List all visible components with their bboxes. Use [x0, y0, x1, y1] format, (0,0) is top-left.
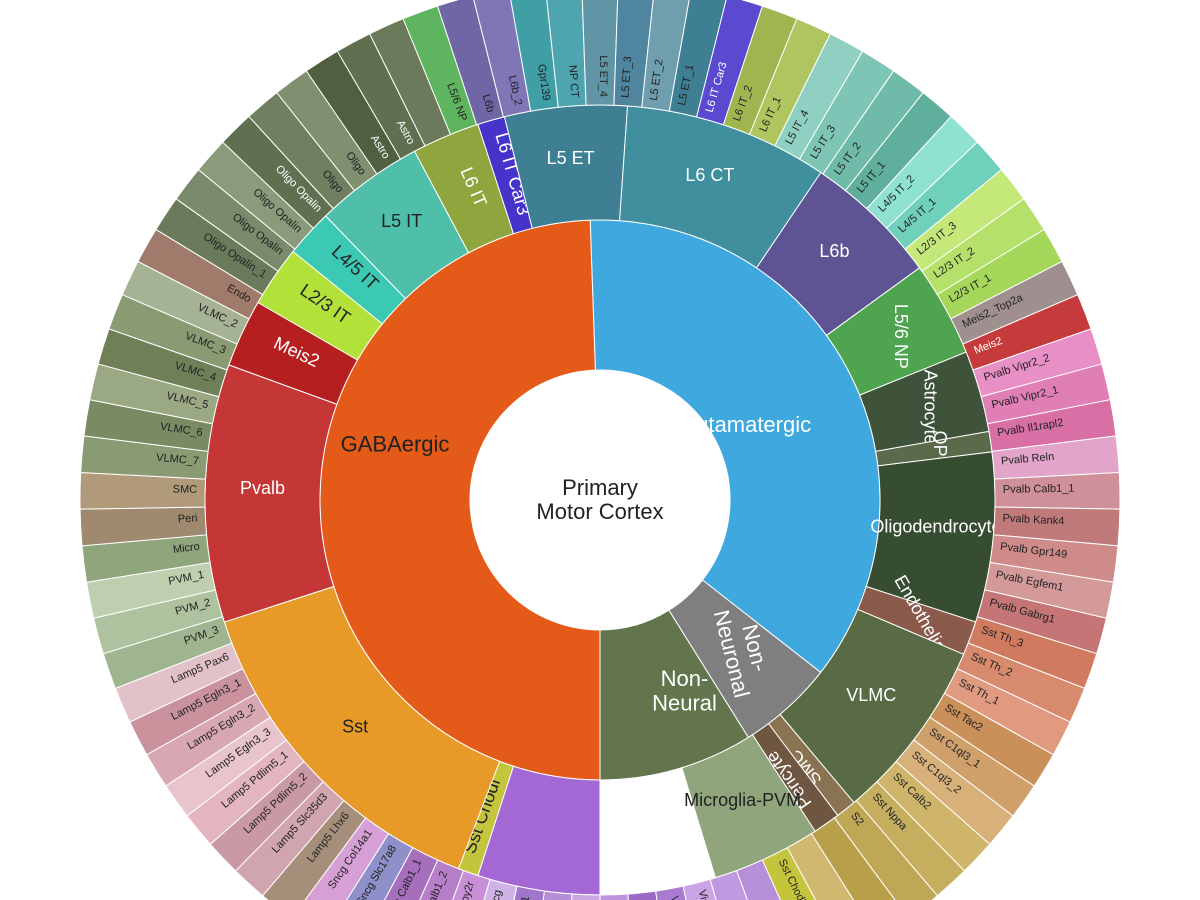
ring2-label-Sst: Sst [342, 716, 368, 736]
ring3-label-NP CT: NP CT [566, 65, 580, 99]
sunburst-chart: GABAergicGlutamatergicNon-NeuronalNon-Ne… [0, 0, 1200, 900]
ring2-label-L6 CT: L6 CT [685, 165, 734, 185]
ring2-label-L5 IT: L5 IT [381, 211, 422, 231]
ring3-label-Pvalb Calb1_1: Pvalb Calb1_1 [1003, 483, 1075, 496]
ring1-label-GABA: GABAergic [341, 432, 450, 457]
ring2-label-L6b: L6b [819, 241, 849, 261]
ring2-label-VLMC: VLMC [846, 685, 896, 705]
ring3-label-SMC: SMC [173, 483, 198, 495]
ring3-label-L5 ET_4: L5 ET_4 [597, 55, 609, 97]
ring2-label-Oligodendrocyte: Oligodendrocyte [870, 516, 1001, 536]
ring2-label-Microglia-PVM: Microglia-PVM [684, 790, 801, 810]
ring1-label-NonNe: Non-Neural [652, 666, 717, 715]
ring2-label-L5 ET: L5 ET [547, 148, 595, 168]
ring2-label-Pvalb: Pvalb [240, 478, 285, 498]
ring3-label-Peri: Peri [178, 512, 198, 525]
ring2-label-L5/6 NP: L5/6 NP [891, 304, 911, 369]
